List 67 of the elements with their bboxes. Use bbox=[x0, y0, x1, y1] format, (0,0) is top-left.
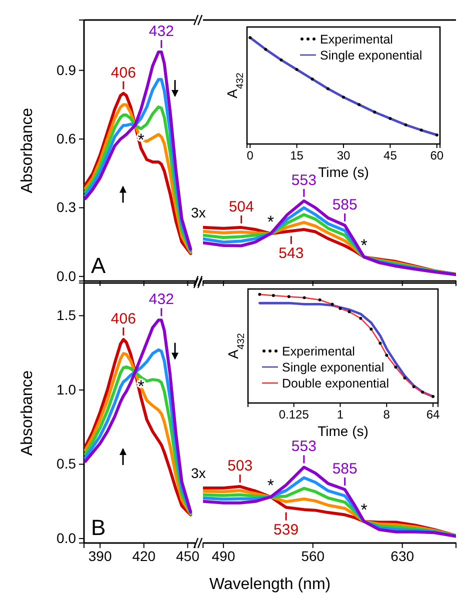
legend-label: Single exponential bbox=[282, 360, 384, 374]
y-tick-label: 0.0 bbox=[56, 530, 76, 546]
annotation: 539 bbox=[274, 521, 299, 538]
annotation: 543 bbox=[278, 245, 304, 262]
x-tick-label: 390 bbox=[88, 548, 112, 564]
point bbox=[404, 123, 408, 126]
point bbox=[264, 48, 268, 51]
text: A bbox=[91, 253, 106, 278]
x-tick-label: 8 bbox=[383, 408, 390, 422]
y-tick-label: 0.5 bbox=[56, 456, 76, 472]
legend-label: Experimental bbox=[320, 32, 393, 46]
y-tick-label: 0.6 bbox=[56, 130, 76, 147]
x-tick-label: 490 bbox=[212, 548, 236, 564]
point bbox=[435, 133, 438, 136]
point bbox=[358, 103, 361, 106]
legend-label: Double exponential bbox=[282, 376, 390, 390]
annotation: 406 bbox=[110, 310, 136, 328]
point bbox=[295, 68, 298, 72]
x-tick-label: 45 bbox=[384, 148, 398, 163]
y-tick-label: 0.3 bbox=[56, 199, 76, 216]
x-tick-label: 630 bbox=[390, 548, 414, 564]
x-tick-label: 1 bbox=[336, 408, 344, 422]
x-tick-label: 0.125 bbox=[278, 408, 310, 422]
annotation: 432 bbox=[148, 23, 174, 40]
x-tick-label: 30 bbox=[336, 148, 350, 163]
annotation: * bbox=[267, 212, 274, 232]
y-tick-label: 0.9 bbox=[56, 62, 76, 78]
annotation: 503 bbox=[228, 458, 253, 475]
point bbox=[342, 96, 345, 99]
x-axis-title: Wavelength (nm) bbox=[209, 576, 331, 593]
legend-label: Single exponential bbox=[320, 48, 422, 62]
point bbox=[373, 110, 376, 114]
annotation: * bbox=[267, 476, 274, 495]
annotation: * bbox=[138, 130, 145, 150]
y-tick-label: 1.0 bbox=[56, 381, 76, 398]
annotation: 406 bbox=[110, 64, 136, 82]
x-axis-title: Time (s) bbox=[318, 164, 369, 180]
point bbox=[388, 116, 392, 120]
text: B bbox=[91, 515, 106, 540]
y-axis-title: Absorbance bbox=[19, 370, 36, 456]
annotation: 585 bbox=[332, 460, 358, 478]
x-tick-label: 15 bbox=[290, 148, 304, 163]
point bbox=[280, 58, 283, 62]
annotation: 553 bbox=[291, 438, 316, 456]
legend-label: Experimental bbox=[282, 344, 355, 358]
annotation: * bbox=[360, 500, 368, 520]
point bbox=[310, 78, 314, 81]
x-tick-label: 60 bbox=[430, 148, 444, 163]
x-tick-label: 64 bbox=[426, 408, 440, 422]
annotation: * bbox=[360, 236, 368, 255]
point bbox=[420, 128, 423, 132]
x-tick-label: 560 bbox=[301, 548, 325, 564]
y-tick-label: 0.0 bbox=[56, 268, 76, 284]
x-tick-label: 450 bbox=[176, 548, 200, 564]
annotation: 553 bbox=[291, 172, 316, 189]
point bbox=[326, 87, 330, 90]
y-tick-label: 1.5 bbox=[56, 307, 76, 324]
annotation: 432 bbox=[148, 291, 174, 308]
annotation: 504 bbox=[228, 198, 254, 216]
y-axis-title: Absorbance bbox=[19, 108, 36, 194]
x-tick-label: 0 bbox=[246, 148, 254, 163]
annotation: 3x bbox=[191, 204, 206, 220]
point bbox=[248, 36, 252, 40]
x-tick-label: 420 bbox=[132, 548, 156, 564]
annotation: 3x bbox=[191, 465, 206, 482]
annotation: 585 bbox=[332, 196, 358, 214]
x-axis-title: Time (s) bbox=[318, 423, 368, 439]
